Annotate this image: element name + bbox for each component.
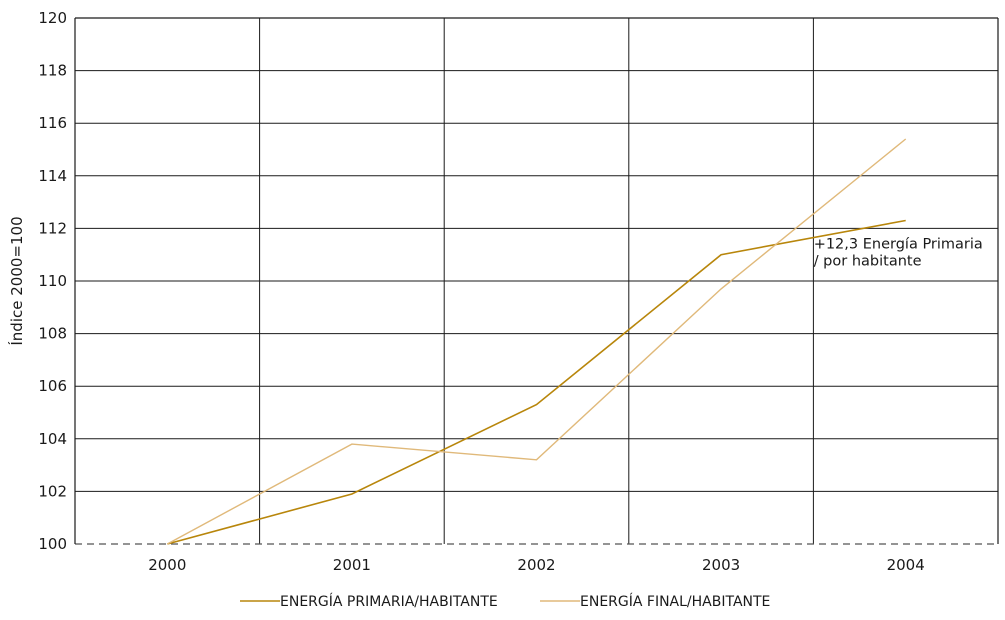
series-group [166,138,907,545]
y-tick-label: 116 [38,114,67,132]
x-tick-label: 2000 [148,556,186,574]
y-tick-label: 108 [38,325,67,343]
y-tick-label: 102 [38,482,67,500]
y-tick-label: 104 [38,430,67,448]
y-tick-label: 114 [38,167,67,185]
series-line-primaria [167,219,906,545]
plot-frame [74,17,999,544]
y-tick-label: 118 [38,62,67,80]
x-tick-label: 2004 [887,556,925,574]
y-tick-label: 112 [38,219,67,237]
x-tick-label: 2003 [702,556,740,574]
y-axis-ticks: 100 102 104 106 108 110 112 114 116 118 120 [38,9,67,553]
grid [75,18,998,544]
legend-label: ENERGÍA FINAL/HABITANTE [580,593,770,610]
annotation-label: / por habitante [814,254,922,270]
x-tick-label: 2002 [517,556,555,574]
y-axis-title: Índice 2000=100 [7,216,26,345]
y-tick-label: 110 [38,272,67,290]
legend-label: ENERGÍA PRIMARIA/HABITANTE [280,593,498,610]
y-tick-label: 120 [38,9,67,27]
legend: ENERGÍA PRIMARIA/HABITANTE ENERGÍA FINAL/… [240,593,770,610]
y-tick-label: 106 [38,377,67,395]
x-axis-ticks: 2000 2001 2002 2003 2004 [148,556,925,574]
y-tick-label: 100 [38,535,67,553]
series-line-final [166,138,907,545]
x-tick-label: 2001 [333,556,371,574]
annotation-label: +12,3 Energía Primaria [814,237,983,253]
annotations: +15,4 Energía Final/ por habitante+12,3 … [814,237,983,270]
